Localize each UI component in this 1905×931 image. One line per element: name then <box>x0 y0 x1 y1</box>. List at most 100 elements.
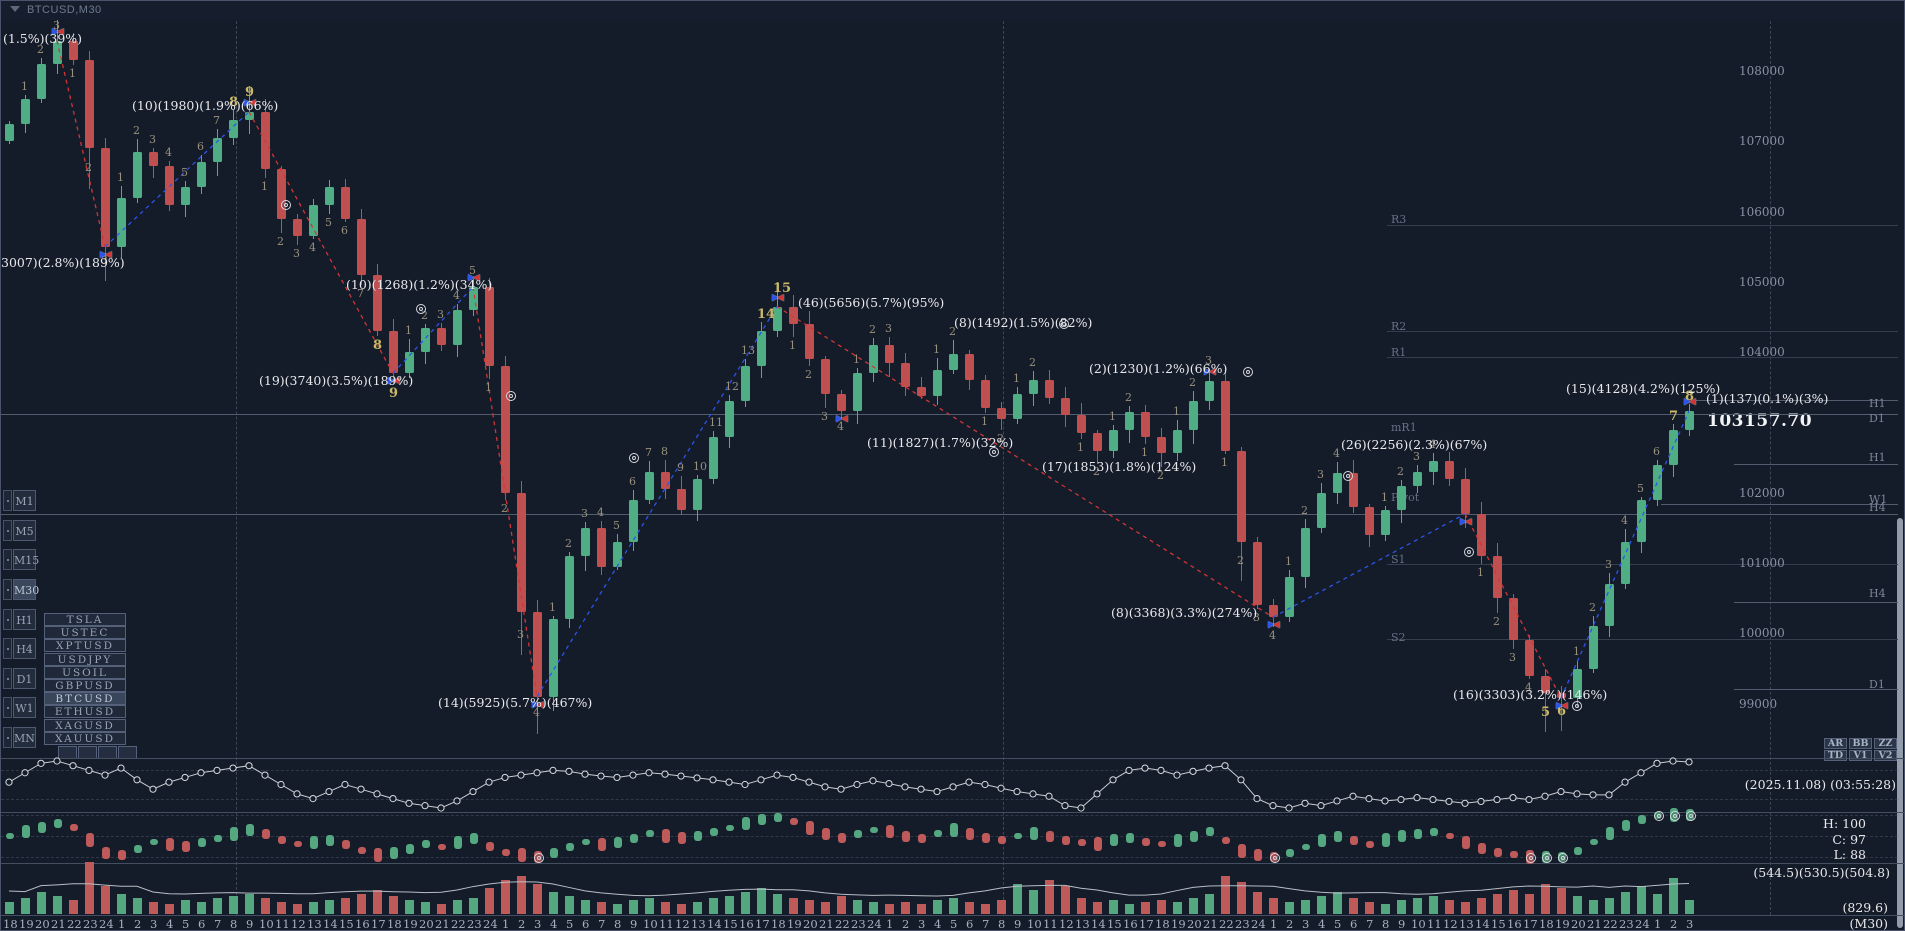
time-axis-label[interactable]: 6 <box>582 917 590 931</box>
time-axis-label[interactable]: 4 <box>166 917 174 931</box>
time-axis-label[interactable]: 19 <box>787 917 802 931</box>
timeframe-marker-cell[interactable] <box>3 490 12 511</box>
time-axis-label[interactable]: 20 <box>803 917 818 931</box>
candle[interactable] <box>421 327 430 353</box>
time-axis-label[interactable]: 16 <box>739 917 754 931</box>
time-axis-label[interactable]: 7 <box>214 917 222 931</box>
candle[interactable] <box>597 527 606 567</box>
timeframe-marker-cell[interactable] <box>3 727 12 748</box>
time-axis-label[interactable]: 24 <box>1251 917 1266 931</box>
time-axis-label[interactable]: 22 <box>67 917 82 931</box>
candle[interactable] <box>1381 510 1390 535</box>
candle[interactable] <box>1077 415 1086 434</box>
time-axis-label[interactable]: 19 <box>19 917 34 931</box>
time-axis-label[interactable]: 20 <box>1187 917 1202 931</box>
time-axis-label[interactable]: 22 <box>835 917 850 931</box>
candle[interactable] <box>1365 506 1374 535</box>
watchlist-item-usoil[interactable]: USOIL <box>44 665 126 679</box>
watchlist-item-xauusd[interactable]: XAUUSD <box>44 731 126 745</box>
time-axis-label[interactable]: 6 <box>966 917 974 931</box>
candle[interactable] <box>437 327 446 346</box>
indicator-button-v2[interactable]: V2 <box>1874 750 1897 761</box>
candle[interactable] <box>1045 380 1054 398</box>
time-axis-label[interactable]: 3 <box>534 917 542 931</box>
time-axis-label[interactable]: 18 <box>1155 917 1170 931</box>
time-axis-label[interactable]: 11 <box>659 917 674 931</box>
time-axis-label[interactable]: 22 <box>1603 917 1618 931</box>
candle[interactable] <box>1125 411 1134 430</box>
time-axis-label[interactable]: 8 <box>614 917 622 931</box>
time-axis-label[interactable]: 9 <box>1014 917 1022 931</box>
candle[interactable] <box>293 218 302 237</box>
indicator-button-ar[interactable]: AR <box>1824 738 1847 749</box>
candle[interactable] <box>885 345 894 363</box>
candle[interactable] <box>837 394 846 411</box>
time-axis-label[interactable]: 5 <box>182 917 190 931</box>
time-axis-label[interactable]: 16 <box>1507 917 1522 931</box>
time-axis-label[interactable]: 13 <box>691 917 706 931</box>
candle[interactable] <box>661 471 670 490</box>
candle[interactable] <box>805 324 814 360</box>
candle[interactable] <box>901 362 910 388</box>
time-axis-label[interactable]: 9 <box>1398 917 1406 931</box>
candle[interactable] <box>1061 397 1070 416</box>
time-axis-label[interactable]: 15 <box>339 917 354 931</box>
time-axis-label[interactable]: 13 <box>307 917 322 931</box>
time-axis-label[interactable]: 23 <box>83 917 98 931</box>
time-axis-label[interactable]: 1 <box>118 917 126 931</box>
timeframe-marker-cell[interactable] <box>3 520 12 541</box>
time-axis-label[interactable]: 9 <box>246 917 254 931</box>
candle[interactable] <box>645 471 654 500</box>
candle[interactable] <box>565 556 574 620</box>
candle[interactable] <box>229 120 238 138</box>
indicator-button-bb[interactable]: BB <box>1849 738 1872 749</box>
candle[interactable] <box>1333 473 1342 493</box>
candle[interactable] <box>165 165 174 205</box>
candle[interactable] <box>1301 527 1310 578</box>
watchlist-item-btcusd[interactable]: BTCUSD <box>44 692 126 706</box>
time-axis-label[interactable]: 24 <box>99 917 114 931</box>
time-axis-label[interactable]: 7 <box>598 917 606 931</box>
time-axis-label[interactable]: 8 <box>1382 917 1390 931</box>
watchlist-item-tsla[interactable]: TSLA <box>44 613 126 626</box>
time-axis-label[interactable]: 17 <box>755 917 770 931</box>
time-axis-label[interactable]: 15 <box>1107 917 1122 931</box>
watchlist-item-gbpusd[interactable]: GBPUSD <box>44 679 126 692</box>
indicator-button-v1[interactable]: V1 <box>1849 750 1872 761</box>
time-axis-label[interactable]: 14 <box>1091 917 1106 931</box>
candle[interactable] <box>405 352 414 374</box>
candle[interactable] <box>1349 473 1358 507</box>
candle[interactable] <box>1429 461 1438 472</box>
time-axis-label[interactable]: 7 <box>1366 917 1374 931</box>
candle[interactable] <box>501 366 510 493</box>
time-axis-label[interactable]: 10 <box>1411 917 1426 931</box>
candle[interactable] <box>789 306 798 325</box>
time-axis-label[interactable]: 1 <box>886 917 894 931</box>
candle[interactable] <box>245 111 254 121</box>
watchlist-item-usdjpy[interactable]: USDJPY <box>44 652 126 666</box>
time-axis-label[interactable]: 12 <box>675 917 690 931</box>
candle[interactable] <box>1285 577 1294 618</box>
time-axis-label[interactable]: 2 <box>1670 917 1678 931</box>
time-axis-label[interactable]: 17 <box>1523 917 1538 931</box>
candle[interactable] <box>517 492 526 613</box>
candle[interactable] <box>1509 598 1518 641</box>
candle[interactable] <box>981 380 990 409</box>
timeframe-marker-cell[interactable] <box>3 549 12 570</box>
candle[interactable] <box>325 186 334 205</box>
candle[interactable] <box>21 99 30 124</box>
time-axis-label[interactable]: 24 <box>1635 917 1650 931</box>
candle[interactable] <box>453 310 462 346</box>
candle[interactable] <box>581 527 590 557</box>
time-axis-label[interactable]: 15 <box>723 917 738 931</box>
time-axis-label[interactable]: 18 <box>3 917 18 931</box>
candle[interactable] <box>949 353 958 370</box>
chevron-down-icon[interactable] <box>10 6 20 12</box>
time-axis-label[interactable]: 2 <box>134 917 142 931</box>
time-axis-label[interactable]: 3 <box>1686 917 1694 931</box>
time-axis-label[interactable]: 9 <box>630 917 638 931</box>
timeframe-marker-cell[interactable] <box>3 668 12 689</box>
candle[interactable] <box>1621 542 1630 585</box>
candle[interactable] <box>613 542 622 567</box>
candle[interactable] <box>917 387 926 396</box>
